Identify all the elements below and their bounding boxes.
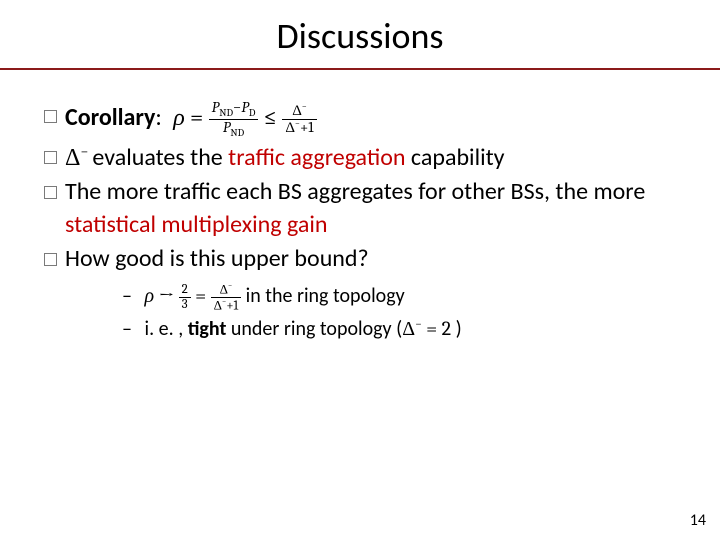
bullet-marker-icon: [44, 253, 57, 266]
rho: ρ: [173, 103, 185, 131]
frac-23: 23: [179, 283, 191, 311]
frac-delta2: Δ−Δ−+1: [211, 282, 242, 313]
red-text: traffic aggregation: [228, 143, 405, 172]
colon: :: [155, 103, 161, 132]
slide: Discussions Corollary: ρ = PND−PDPND ≤ Δ…: [0, 0, 720, 540]
tight-label: tight: [188, 317, 227, 341]
bullet-more-traffic: The more traffic each BS aggregates for …: [44, 176, 676, 241]
sub-tail: in the ring topology: [246, 284, 405, 308]
bullet-text: Δ−evaluates the traffic aggregation capa…: [65, 141, 676, 174]
dash-icon: –: [122, 283, 140, 310]
corollary-label: Corollary: [65, 103, 155, 132]
slide-title: Discussions: [0, 14, 720, 58]
leq: ≤: [258, 103, 282, 131]
title-area: Discussions: [0, 0, 720, 70]
sub-item-tight: – i. e. , tight under ring topology (Δ− …: [122, 315, 676, 343]
bullet-corollary: Corollary: ρ = PND−PDPND ≤ Δ−Δ−+1: [44, 100, 676, 139]
frac-delta: Δ−Δ−+1: [282, 103, 316, 136]
red-text: statistical multiplexing gain: [65, 210, 327, 239]
bullet-marker-icon: [44, 186, 57, 199]
frac-pnd: PND−PDPND: [209, 100, 259, 139]
bullet-marker-icon: [44, 151, 57, 164]
bullet-text: Corollary: ρ = PND−PDPND ≤ Δ−Δ−+1: [65, 100, 676, 139]
bullet-text: The more traffic each BS aggregates for …: [65, 176, 676, 241]
bullet-delta-eval: Δ−evaluates the traffic aggregation capa…: [44, 141, 676, 174]
eq: =: [185, 103, 209, 131]
bullet-marker-icon: [44, 110, 57, 123]
sub-item-ring: – ρ → 23 = Δ−Δ−+1 in the ring topology: [122, 282, 676, 313]
bullet-text: How good is this upper bound?: [65, 243, 676, 275]
page-number: 14: [690, 511, 706, 530]
sub-formula: ρ → 23 = Δ−Δ−+1: [145, 284, 246, 307]
bullet-how-good: How good is this upper bound?: [44, 243, 676, 275]
body: Corollary: ρ = PND−PDPND ≤ Δ−Δ−+1 Δ−eval…: [0, 70, 720, 343]
dash-icon: –: [122, 316, 140, 343]
formula-rho: ρ = PND−PDPND ≤ Δ−Δ−+1: [173, 103, 316, 131]
sub-list: – ρ → 23 = Δ−Δ−+1 in the ring topology –…: [44, 282, 676, 343]
